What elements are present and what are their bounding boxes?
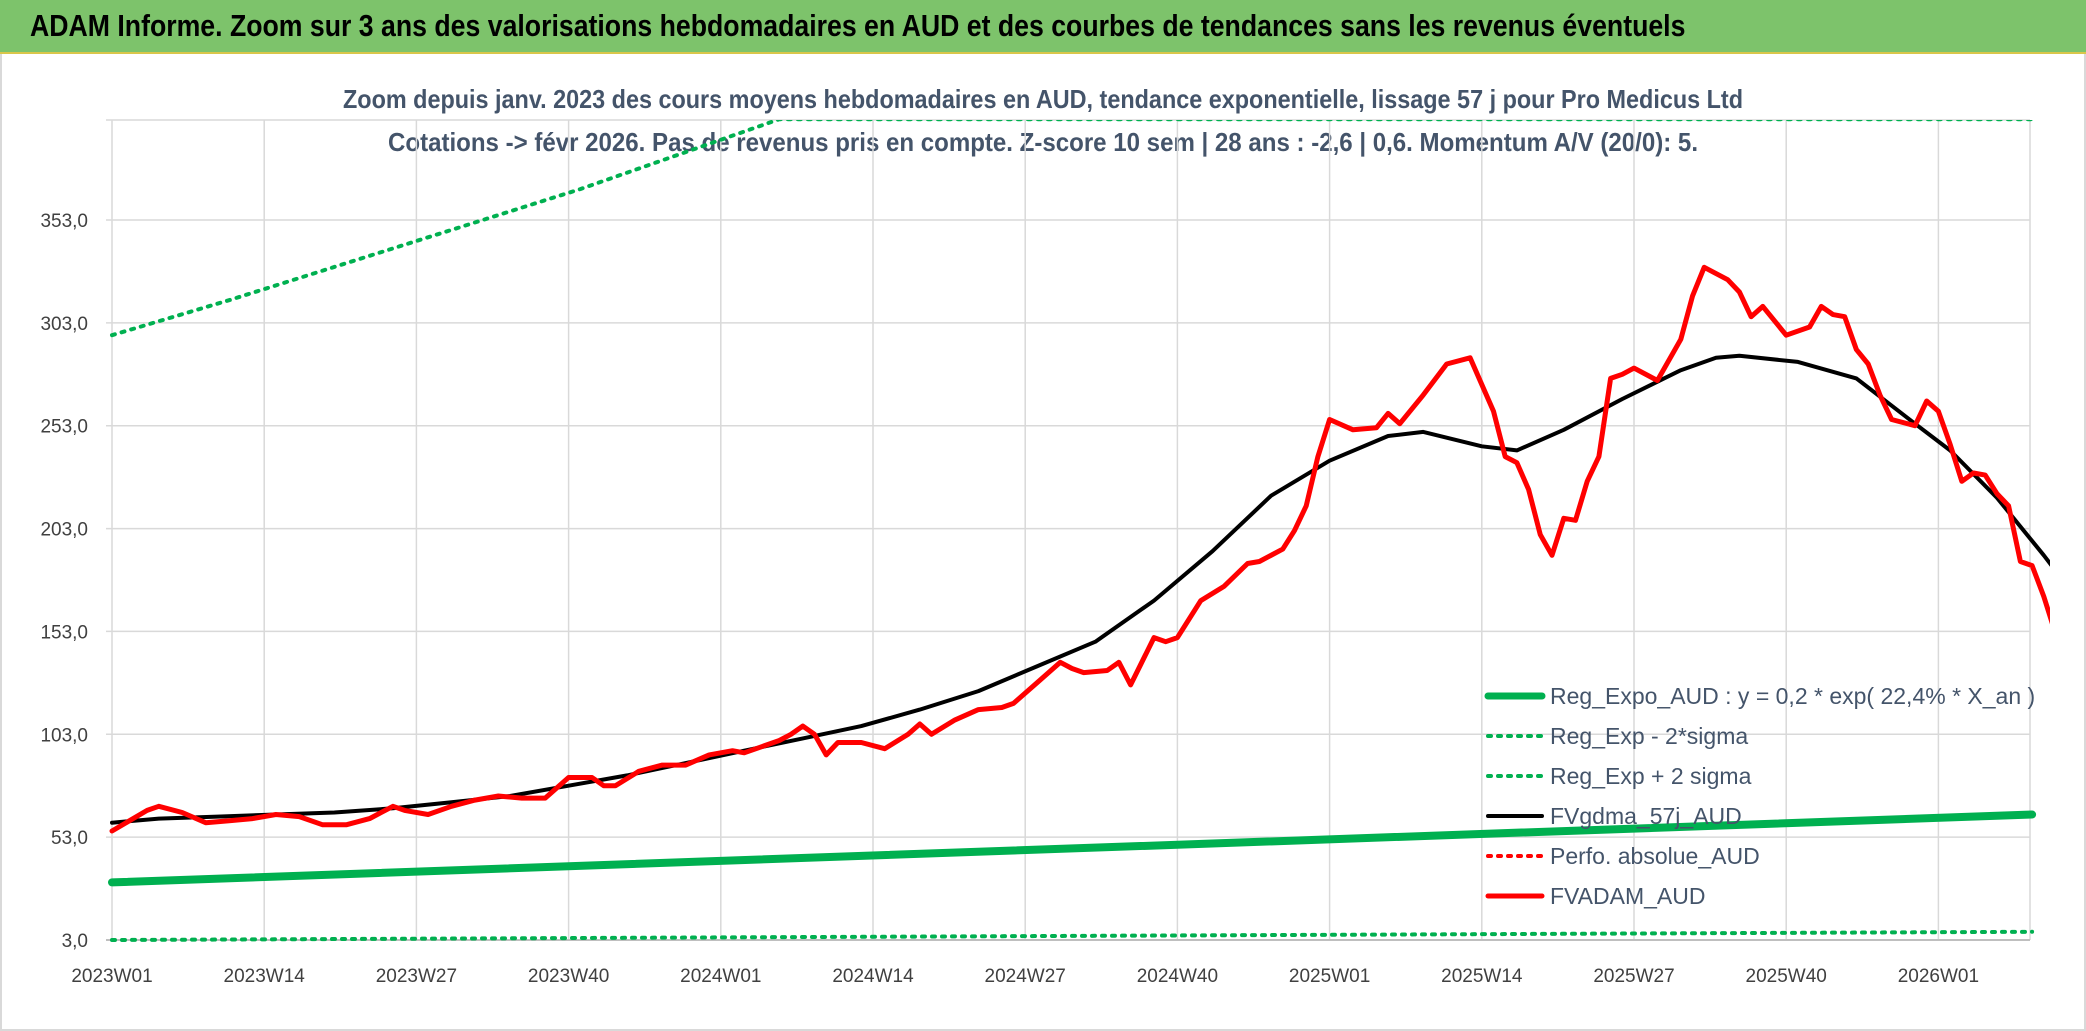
x-tick-label: 2023W27: [376, 966, 457, 987]
x-tick-label: 2024W14: [832, 966, 914, 987]
chart-title-line1: Zoom depuis janv. 2023 des cours moyens …: [343, 84, 1743, 114]
x-tick-label: 2023W14: [224, 966, 306, 987]
y-tick-label: 303,0: [40, 314, 88, 335]
x-tick-label: 2024W01: [680, 966, 761, 987]
x-tick-label: 2023W01: [71, 966, 152, 987]
x-tick-label: 2025W27: [1593, 966, 1674, 987]
legend-label: Perfo. absolue_AUD: [1550, 843, 1760, 869]
axis-labels: 3,0 53,0 103,0 153,0 203,0 253,0 303,0 353,0 202…: [40, 211, 1979, 987]
y-tick-label: 203,0: [40, 520, 88, 541]
gridlines: [106, 119, 2031, 941]
y-tick-label: 153,0: [40, 622, 88, 643]
x-tick-label: 2026W01: [1898, 966, 1979, 987]
x-tick-label: 2025W01: [1289, 966, 1370, 987]
x-tick-label: 2023W40: [528, 966, 609, 987]
x-tick-label: 2024W40: [1137, 966, 1218, 987]
legend-label: FVADAM_AUD: [1550, 883, 1706, 909]
x-tick-label: 2025W14: [1441, 966, 1523, 987]
series-line-reg-exp-minus-2sigma: [110, 929, 2035, 942]
y-tick-label: 3,0: [62, 931, 88, 952]
y-tick-label: 103,0: [40, 725, 88, 746]
chart-frame: [0, 54, 2086, 1031]
legend: Reg_Expo_AUD : y = 0,2 * exp( 22,4% * X_…: [1484, 683, 2035, 909]
chart-title-line2: Cotations -> févr 2026. Pas de revenus p…: [388, 127, 1698, 157]
page-title: ADAM Informe. Zoom sur 3 ans des valoris…: [30, 8, 1686, 43]
series-line-reg-exp-plus-2sigma: [110, 120, 2034, 338]
x-tick-label: 2025W40: [1746, 966, 1827, 987]
x-tick-label: 2024W27: [985, 966, 1066, 987]
y-tick-label: 53,0: [51, 828, 88, 849]
series-line-reg-expo: [108, 810, 2037, 887]
y-tick-label: 353,0: [40, 211, 88, 232]
legend-label: Reg_Exp - 2*sigma: [1550, 723, 1748, 749]
legend-label: Reg_Exp + 2 sigma: [1550, 763, 1752, 789]
legend-label: Reg_Expo_AUD : y = 0,2 * exp( 22,4% * X_…: [1550, 683, 2035, 709]
series-lines: [108, 120, 2050, 942]
title-banner: ADAM Informe. Zoom sur 3 ans des valoris…: [0, 0, 2086, 54]
y-tick-label: 253,0: [40, 417, 88, 438]
legend-label: FVgdma_57j_AUD: [1550, 803, 1742, 829]
series-line-fvadam: [109, 264, 2050, 834]
